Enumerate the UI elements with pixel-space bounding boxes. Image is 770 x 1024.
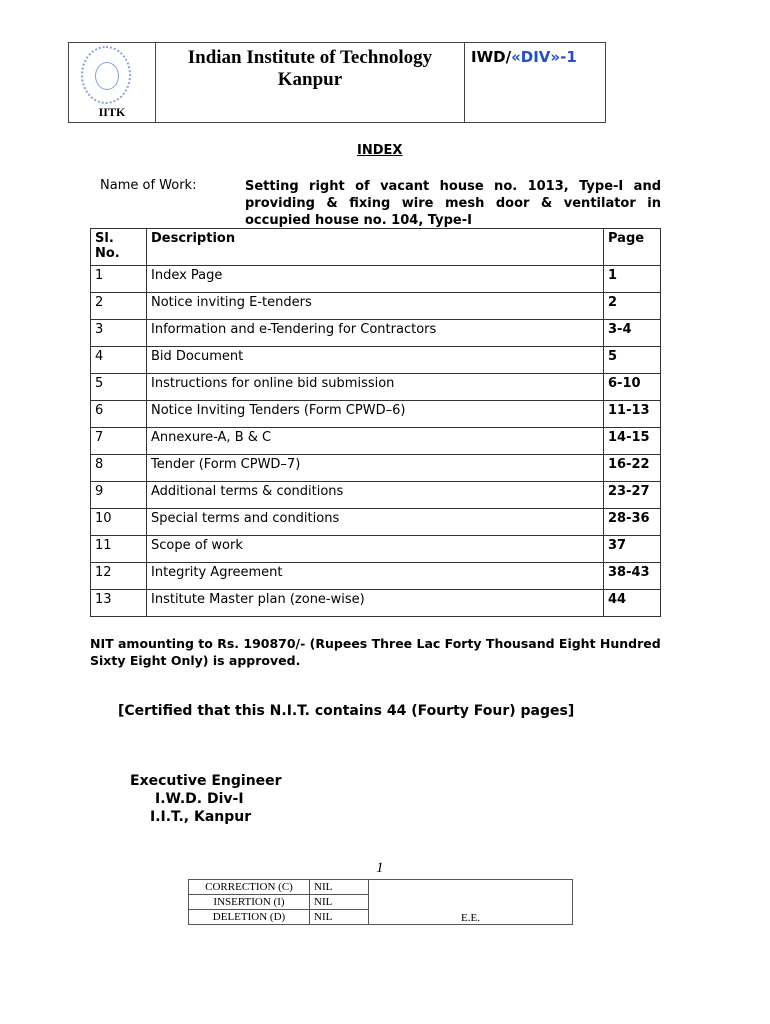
table-row: 11 Scope of work 37 [90, 535, 661, 563]
code-prefix: IWD/ [471, 48, 512, 66]
table-row: 2 Notice inviting E-tenders 2 [90, 292, 661, 320]
cell-description: Special terms and conditions [146, 508, 604, 536]
cell-description: Integrity Agreement [146, 562, 604, 590]
header-page: Page [603, 228, 661, 266]
cell-sl-no: 8 [90, 454, 147, 482]
header-sl: Sl. No. [90, 228, 147, 266]
cell-description: Scope of work [146, 535, 604, 563]
table-row: 1 Index Page 1 [90, 265, 661, 293]
signature-institute: I.I.T., Kanpur [150, 809, 252, 825]
cell-page: 2 [603, 292, 661, 320]
cell-sl-no: 1 [90, 265, 147, 293]
cell-sl-no: 11 [90, 535, 147, 563]
cell-description: Bid Document [146, 346, 604, 374]
cell-description: Annexure-A, B & C [146, 427, 604, 455]
table-row: 6 Notice Inviting Tenders (Form CPWD–6) 11… [90, 400, 661, 428]
cell-sl-no: 10 [90, 508, 147, 536]
institute-name: Indian Institute of Technology Kanpur [154, 42, 466, 123]
ee-sign: E.E. [368, 879, 573, 925]
cell-sl-no: 3 [90, 319, 147, 347]
corr-label: DELETION (D) [188, 909, 310, 925]
cell-description: Index Page [146, 265, 604, 293]
cell-page: 1 [603, 265, 661, 293]
name-of-work-label: Name of Work: [100, 178, 197, 193]
code-box: IWD/«DIV»-1 [464, 42, 606, 123]
corr-label: INSERTION (I) [188, 894, 310, 910]
signature-title: Executive Engineer [130, 773, 282, 789]
cell-sl-no: 9 [90, 481, 147, 509]
cell-description: Notice Inviting Tenders (Form CPWD–6) [146, 400, 604, 428]
table-row: 5 Instructions for online bid submission 6… [90, 373, 661, 401]
cell-sl-no: 5 [90, 373, 147, 401]
cell-sl-no: 12 [90, 562, 147, 590]
code-suffix: -1 [560, 48, 577, 66]
code-field: «DIV» [511, 48, 561, 66]
cell-sl-no: 13 [90, 589, 147, 617]
cell-page: 5 [603, 346, 661, 374]
corr-row: CORRECTION (C) NIL E.E. [188, 879, 573, 925]
institute-line1: Indian Institute of Technology [187, 47, 433, 68]
cell-page: 28-36 [603, 508, 661, 536]
table-row: 10 Special terms and conditions 28-36 [90, 508, 661, 536]
corr-value: NIL [309, 894, 369, 910]
nit-approval: NIT amounting to Rs. 190870/- (Rupees Th… [90, 636, 661, 668]
cell-page: 23-27 [603, 481, 661, 509]
cell-description: Information and e-Tendering for Contract… [146, 319, 604, 347]
cell-page: 38-43 [603, 562, 661, 590]
cell-page: 11-13 [603, 400, 661, 428]
page-title: INDEX [357, 143, 403, 158]
table-row: 13 Institute Master plan (zone-wise) 44 [90, 589, 661, 617]
cell-page: 37 [603, 535, 661, 563]
index-table: Sl. No. Description Page 1 Index Page 1 2 No… [90, 228, 661, 617]
cell-sl-no: 7 [90, 427, 147, 455]
corr-value: NIL [309, 879, 369, 895]
certificate: [Certified that this N.I.T. contains 44 … [118, 703, 575, 719]
cell-description: Institute Master plan (zone-wise) [146, 589, 604, 617]
table-row: 7 Annexure-A, B & C 14-15 [90, 427, 661, 455]
cell-description: Notice inviting E-tenders [146, 292, 604, 320]
table-header: Sl. No. Description Page [90, 228, 661, 266]
cell-description: Additional terms & conditions [146, 481, 604, 509]
logo-text: IITK [98, 105, 126, 119]
table-row: 8 Tender (Form CPWD–7) 16-22 [90, 454, 661, 482]
cell-page: 16-22 [603, 454, 661, 482]
cell-page: 6-10 [603, 373, 661, 401]
logo-cell: IITK [68, 42, 156, 123]
letterhead: IITK Indian Institute of Technology Kanpu… [68, 42, 466, 123]
document-code: IWD/«DIV»-1 [464, 42, 606, 123]
cell-sl-no: 6 [90, 400, 147, 428]
table-row: 4 Bid Document 5 [90, 346, 661, 374]
cell-description: Tender (Form CPWD–7) [146, 454, 604, 482]
cell-page: 14-15 [603, 427, 661, 455]
iitk-seal-icon [81, 46, 131, 104]
table-row: 12 Integrity Agreement 38-43 [90, 562, 661, 590]
corrections-table: CORRECTION (C) NIL E.E. INSERTION (I) NIL D… [188, 879, 573, 925]
header-description: Description [146, 228, 604, 266]
cell-page: 44 [603, 589, 661, 617]
cell-sl-no: 4 [90, 346, 147, 374]
signature-division: I.W.D. Div-I [155, 791, 244, 807]
signature-block: Executive Engineer I.W.D. Div-I I.I.T., … [130, 772, 282, 826]
cell-sl-no: 2 [90, 292, 147, 320]
page-number: 1 [376, 860, 384, 876]
cell-description: Instructions for online bid submission [146, 373, 604, 401]
table-row: 3 Information and e-Tendering for Contrac… [90, 319, 661, 347]
cell-page: 3-4 [603, 319, 661, 347]
corr-label: CORRECTION (C) [188, 879, 310, 895]
institute-line2: Kanpur [277, 69, 343, 90]
table-row: 9 Additional terms & conditions 23-27 [90, 481, 661, 509]
name-of-work: Setting right of vacant house no. 1013, … [245, 179, 661, 228]
corr-value: NIL [309, 909, 369, 925]
corr-row: DELETION (D) NIL [188, 909, 573, 925]
